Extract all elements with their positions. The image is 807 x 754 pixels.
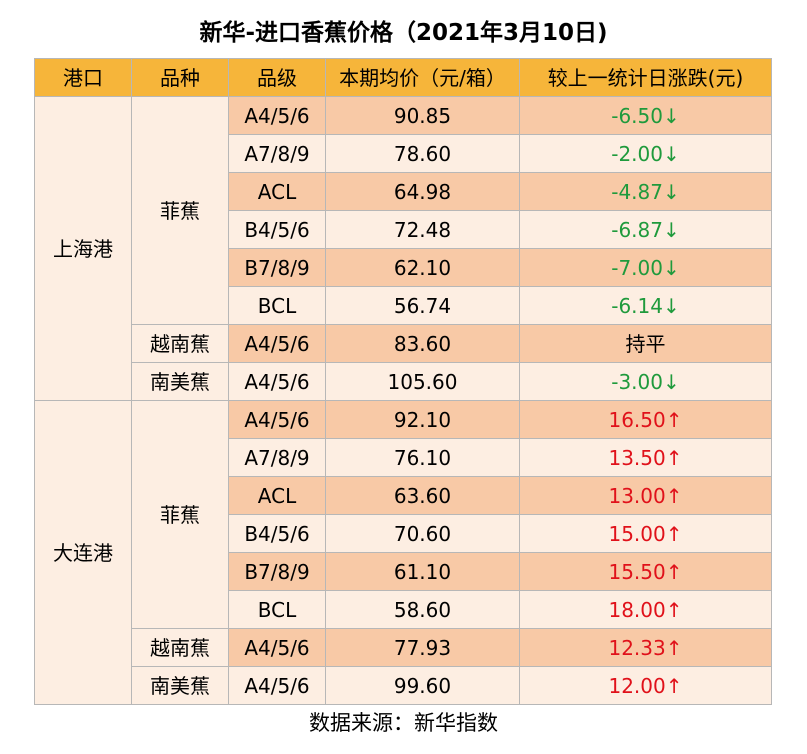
grade-cell: A4/5/6 [228, 96, 326, 135]
port-cell: 大连港 [34, 400, 132, 705]
table-row: BCL 58.60 18.00↑ [35, 590, 772, 629]
grade-cell: A7/8/9 [228, 134, 326, 173]
header-change: 较上一统计日涨跌(元) [519, 58, 772, 97]
price-cell: 61.10 [325, 552, 520, 591]
table-row: 越南蕉 A4/5/6 83.60 持平 [35, 324, 772, 363]
table-row: 南美蕉 A4/5/6 99.60 12.00↑ [35, 666, 772, 705]
change-cell: -4.87↓ [519, 172, 772, 211]
table-row: 上海港 菲蕉 A4/5/6 90.85 -6.50↓ [34, 96, 772, 401]
change-cell: 16.50↑ [519, 400, 772, 439]
change-cell: 15.00↑ [519, 514, 772, 553]
grade-cell: ACL [228, 172, 326, 211]
variety-cell: 南美蕉 [131, 666, 229, 705]
table-row: 越南蕉 A4/5/6 77.93 12.33↑ [35, 628, 772, 667]
header-port: 港口 [34, 58, 132, 97]
price-cell: 58.60 [325, 590, 520, 629]
price-table: 港口 品种 品级 本期均价（元/箱） 较上一统计日涨跌(元) 上海港 菲蕉 A4… [34, 58, 772, 705]
table-row: ACL 64.98 -4.87↓ [35, 172, 772, 211]
change-cell: 持平 [519, 324, 772, 363]
source-note: 数据来源：新华指数 [309, 711, 498, 735]
grade-cell: A4/5/6 [228, 324, 326, 363]
table-row: B7/8/9 61.10 15.50↑ [35, 552, 772, 591]
price-cell: 78.60 [325, 134, 520, 173]
port-cell: 上海港 [34, 96, 132, 401]
price-cell: 64.98 [325, 172, 520, 211]
table-row: ACL 63.60 13.00↑ [35, 476, 772, 515]
grade-cell: B4/5/6 [228, 210, 326, 249]
variety-cell: 菲蕉 [131, 96, 229, 325]
change-cell: -2.00↓ [519, 134, 772, 173]
header-price: 本期均价（元/箱） [325, 58, 520, 97]
change-cell: 12.00↑ [519, 666, 772, 705]
table-row: A7/8/9 78.60 -2.00↓ [35, 134, 772, 173]
table-row: B4/5/6 70.60 15.00↑ [35, 514, 772, 553]
price-cell: 70.60 [325, 514, 520, 553]
change-cell: 13.50↑ [519, 438, 772, 477]
table-row: 大连港 菲蕉 A4/5/6 92.10 16.50↑ [34, 400, 772, 705]
price-cell: 77.93 [325, 628, 520, 667]
page-title: 新华-进口香蕉价格（2021年3月10日) [199, 20, 608, 46]
change-cell: 18.00↑ [519, 590, 772, 629]
variety-cell: 越南蕉 [131, 628, 229, 667]
change-cell: -6.50↓ [519, 96, 772, 135]
grade-cell: A4/5/6 [228, 628, 326, 667]
header-grade: 品级 [228, 58, 326, 97]
price-cell: 83.60 [325, 324, 520, 363]
grade-cell: A4/5/6 [228, 666, 326, 705]
grade-cell: BCL [228, 286, 326, 325]
change-cell: 13.00↑ [519, 476, 772, 515]
header-row: 港口 品种 品级 本期均价（元/箱） 较上一统计日涨跌(元) [34, 58, 772, 97]
price-cell: 72.48 [325, 210, 520, 249]
table-row: 南美蕉 A4/5/6 105.60 -3.00↓ [35, 362, 772, 401]
price-cell: 56.74 [325, 286, 520, 325]
price-cell: 99.60 [325, 666, 520, 705]
grade-cell: A4/5/6 [228, 400, 326, 439]
table-row: B4/5/6 72.48 -6.87↓ [35, 210, 772, 249]
change-cell: -6.87↓ [519, 210, 772, 249]
variety-cell: 越南蕉 [131, 324, 229, 363]
grade-cell: A7/8/9 [228, 438, 326, 477]
change-cell: -7.00↓ [519, 248, 772, 287]
grade-cell: ACL [228, 476, 326, 515]
table-row: B7/8/9 62.10 -7.00↓ [35, 248, 772, 287]
change-cell: 12.33↑ [519, 628, 772, 667]
table-row: BCL 56.74 -6.14↓ [35, 286, 772, 325]
header-variety: 品种 [131, 58, 229, 97]
price-cell: 92.10 [325, 400, 520, 439]
variety-cell: 南美蕉 [131, 362, 229, 401]
price-cell: 76.10 [325, 438, 520, 477]
price-cell: 105.60 [325, 362, 520, 401]
change-cell: -3.00↓ [519, 362, 772, 401]
grade-cell: BCL [228, 590, 326, 629]
grade-cell: B4/5/6 [228, 514, 326, 553]
table-row: A7/8/9 76.10 13.50↑ [35, 438, 772, 477]
price-cell: 90.85 [325, 96, 520, 135]
variety-cell: 菲蕉 [131, 400, 229, 629]
change-cell: 15.50↑ [519, 552, 772, 591]
price-cell: 62.10 [325, 248, 520, 287]
grade-cell: B7/8/9 [228, 552, 326, 591]
grade-cell: B7/8/9 [228, 248, 326, 287]
change-cell: -6.14↓ [519, 286, 772, 325]
price-cell: 63.60 [325, 476, 520, 515]
grade-cell: A4/5/6 [228, 362, 326, 401]
